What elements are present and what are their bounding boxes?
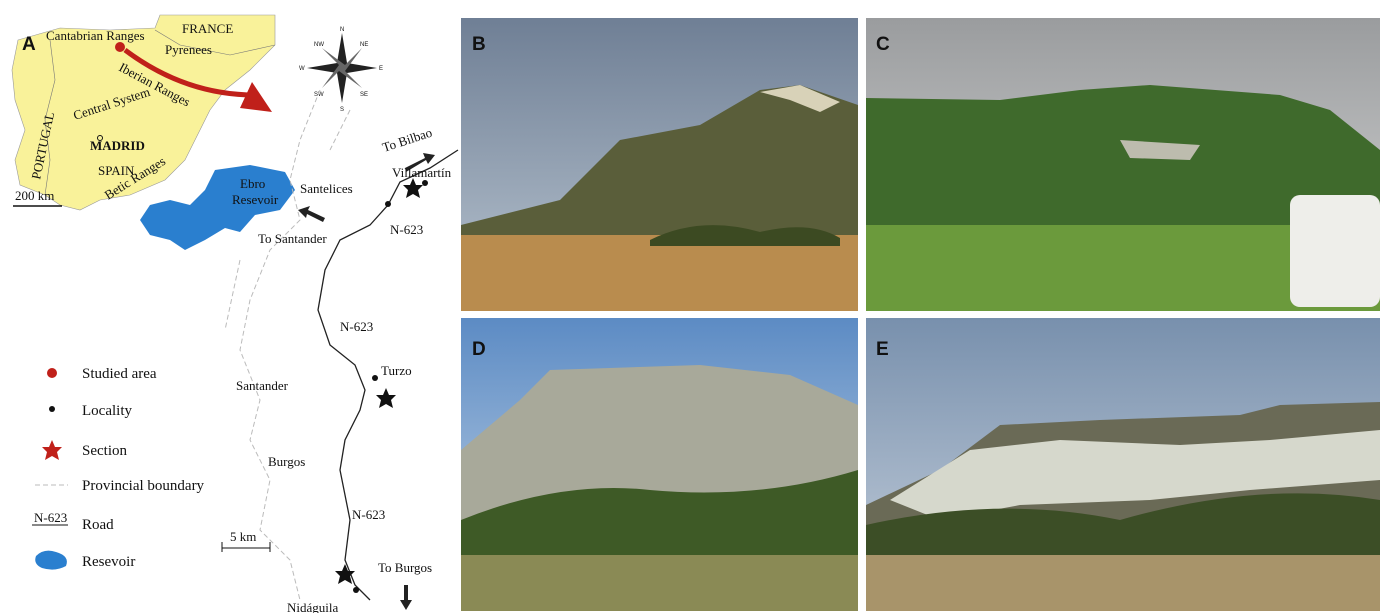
legend-label: Resevoir bbox=[82, 554, 135, 570]
compass-label: S bbox=[340, 107, 344, 113]
locality-dot bbox=[372, 375, 378, 381]
map-label: FRANCE bbox=[182, 21, 233, 36]
photo bbox=[461, 18, 858, 311]
legend-label: Road bbox=[82, 517, 114, 533]
road-label: N-623 bbox=[352, 507, 385, 522]
section-star bbox=[403, 178, 423, 198]
section-star bbox=[376, 388, 396, 408]
compass-label: NE bbox=[360, 42, 368, 48]
compass-label: E bbox=[379, 66, 383, 72]
compass-label: W bbox=[299, 66, 305, 72]
legend-symbol-label: N-623 bbox=[34, 510, 67, 525]
reservoir-label-line: Resevoir bbox=[232, 192, 279, 207]
map-label: Cantabrian Ranges bbox=[46, 28, 145, 43]
photo bbox=[866, 18, 1380, 311]
legend-symbol bbox=[35, 551, 67, 570]
compass-label: NW bbox=[314, 42, 324, 48]
panel-label: D bbox=[472, 339, 486, 360]
place-label: Turzo bbox=[381, 363, 412, 378]
legend-symbol bbox=[47, 368, 57, 378]
place-label: To Bilbao bbox=[380, 125, 434, 155]
photo bbox=[461, 318, 858, 611]
legend-label: Provincial boundary bbox=[82, 478, 205, 494]
panel-label: A bbox=[22, 34, 36, 55]
photo-car bbox=[1290, 195, 1380, 307]
legend-symbol bbox=[49, 406, 55, 412]
panel-label: B bbox=[472, 34, 486, 55]
legend: Studied area Locality Section Provincial… bbox=[32, 366, 205, 570]
scale-label: 200 km bbox=[15, 188, 54, 203]
scale-label: 5 km bbox=[230, 529, 256, 544]
photo-field bbox=[461, 555, 858, 611]
photo-field bbox=[866, 555, 1380, 611]
place-label: Nidáguila bbox=[287, 600, 338, 613]
direction-arrow bbox=[400, 585, 412, 610]
legend-label: Studied area bbox=[82, 366, 157, 382]
map-label: Pyrenees bbox=[165, 42, 212, 57]
compass-label: N bbox=[340, 27, 344, 33]
page: {"map": { "panel_label": "A", "inset": {… bbox=[0, 0, 1384, 613]
locality-dot bbox=[385, 201, 391, 207]
road-label: N-623 bbox=[340, 319, 373, 334]
figure: A Cantabrian Ranges FRANCE Pyrenees Iber… bbox=[0, 0, 1384, 613]
reservoir-label-line: Ebro bbox=[240, 176, 265, 191]
panel-label: E bbox=[876, 339, 889, 360]
place-label: To Santander bbox=[258, 231, 327, 246]
place-label: To Burgos bbox=[378, 560, 432, 575]
studied-area-dot bbox=[115, 42, 125, 52]
place-label: Santander bbox=[236, 378, 289, 393]
compass-rose: N NE E SE S SW W NW bbox=[299, 27, 383, 113]
photo bbox=[866, 318, 1380, 611]
compass-label: SE bbox=[360, 92, 368, 98]
legend-label: Section bbox=[82, 443, 127, 459]
direction-arrow bbox=[298, 206, 325, 222]
road-label: N-623 bbox=[390, 222, 423, 237]
legend-label: Locality bbox=[82, 403, 132, 419]
place-label: Santelices bbox=[300, 181, 353, 196]
panel-label: C bbox=[876, 34, 890, 55]
place-label: Villamartín bbox=[392, 165, 452, 180]
map-label: MADRID bbox=[90, 138, 145, 153]
locality-dot bbox=[353, 587, 359, 593]
place-label: Burgos bbox=[268, 454, 305, 469]
photo-field bbox=[461, 235, 858, 311]
section-star bbox=[335, 564, 355, 584]
legend-symbol bbox=[42, 440, 62, 460]
